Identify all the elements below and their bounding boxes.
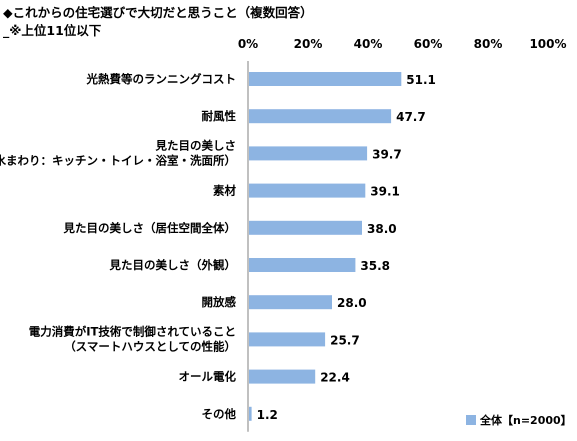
category-label: 開放感 [202,295,237,309]
x-tick-label: 80% [474,37,503,51]
category-label: 見た目の美しさ（居住空間全体） [63,221,237,235]
category-label-line: （スマートハウスとしての性能） [64,339,236,353]
data-label: 35.8 [360,259,390,273]
data-label: 51.1 [406,73,436,87]
category-label-line: 見た目の美しさ [155,138,237,152]
data-label: 39.1 [370,185,400,199]
category-label: オール電化 [179,370,237,384]
legend-label: 全体【n=2000】 [479,413,572,427]
category-label-line: （水まわり：キッチン・トイレ・浴室・洗面所） [0,153,236,167]
bar [249,183,366,198]
bar [249,146,368,161]
data-label: 47.7 [396,110,426,124]
data-label: 28.0 [337,296,367,310]
bar [249,220,362,235]
x-tick-label: 20% [294,37,323,51]
category-label: 耐風性 [202,109,237,123]
x-tick-label: 0% [238,37,258,51]
data-label: 25.7 [330,333,360,347]
bar [249,406,252,421]
chart-title: ◆これからの住宅選びで大切だと思うこと（複数回答） [3,5,313,20]
category-label: 見た目の美しさ（外観） [109,258,237,272]
category-label: その他 [202,407,237,421]
category-label-line: 電力消費がIT技術で制御されていること [29,324,236,338]
chart-subtitle: _※上位11位以下 [3,23,102,38]
data-label: 1.2 [257,408,278,422]
data-label: 22.4 [320,371,350,385]
x-tick-label: 40% [354,37,383,51]
bar [249,258,356,272]
legend-swatch [466,415,476,425]
x-tick-label: 60% [414,37,443,51]
bar [249,332,326,347]
category-label: 見た目の美しさ（水まわり：キッチン・トイレ・浴室・洗面所） [0,138,236,167]
data-label: 38.0 [367,222,397,236]
bar [249,295,332,310]
category-label: 電力消費がIT技術で制御されていること（スマートハウスとしての性能） [29,324,236,353]
bar [249,72,402,86]
data-label: 39.7 [372,147,402,161]
bar [249,369,316,384]
category-label: 光熱費等のランニングコスト [86,72,237,86]
x-tick-label: 100% [529,37,566,51]
bar [249,109,392,124]
category-label: 素材 [213,184,236,198]
